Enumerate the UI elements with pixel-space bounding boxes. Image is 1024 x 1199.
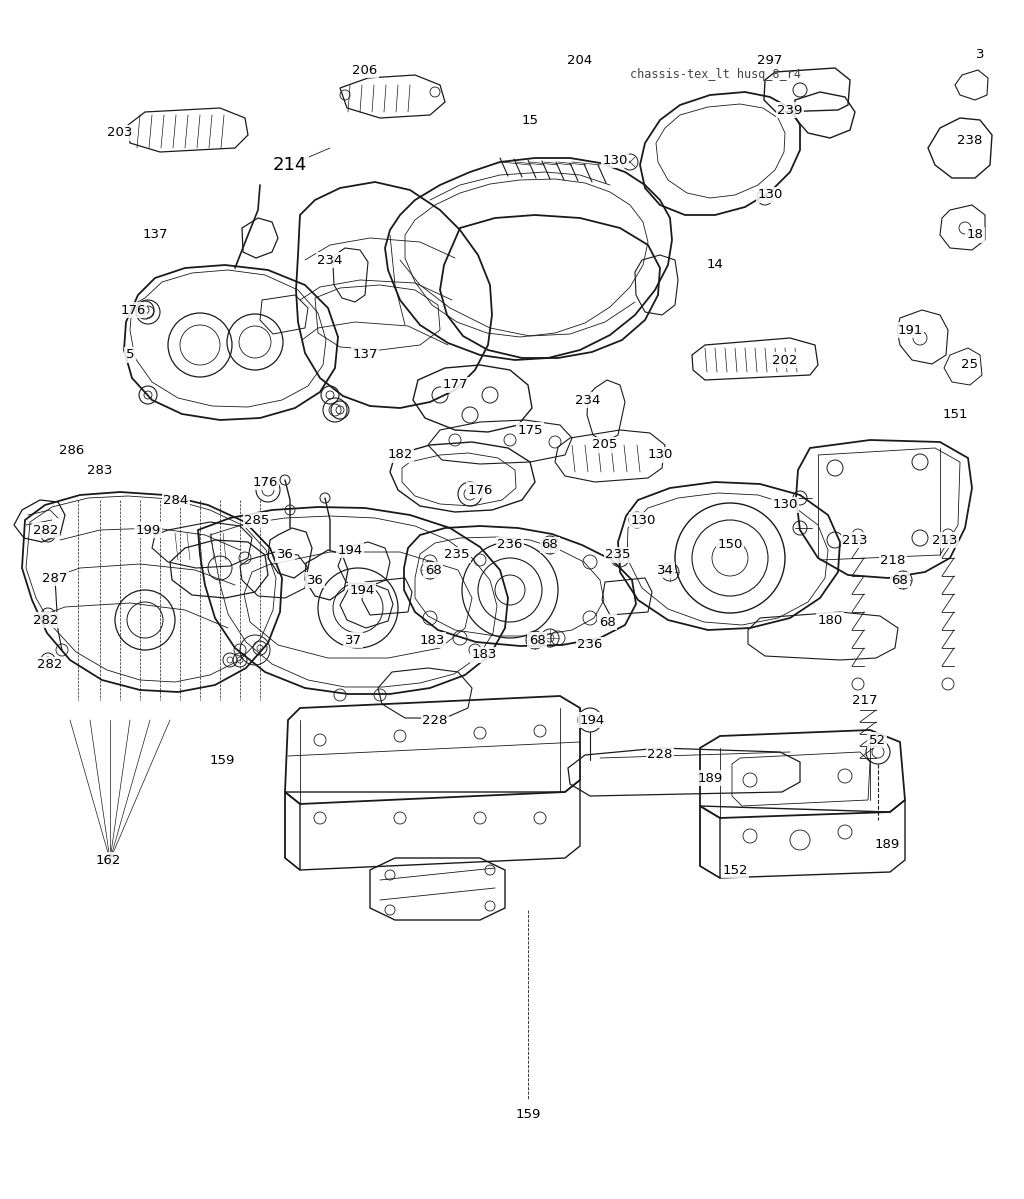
Text: 176: 176 [120,303,145,317]
Text: 3: 3 [976,48,984,61]
Text: 217: 217 [852,693,878,706]
Text: 203: 203 [108,127,133,139]
Text: 297: 297 [758,54,782,66]
Text: 130: 130 [602,153,628,167]
Text: 199: 199 [135,524,161,536]
Text: 68: 68 [599,615,615,628]
Text: 218: 218 [881,554,905,566]
Text: 152: 152 [722,863,748,876]
Text: 176: 176 [467,483,493,496]
Text: 130: 130 [647,448,673,462]
Text: 282: 282 [37,658,62,671]
Text: 282: 282 [34,524,58,536]
Text: 130: 130 [758,188,782,201]
Text: 287: 287 [42,572,68,584]
Text: 177: 177 [442,379,468,392]
Text: 282: 282 [34,614,58,627]
Text: 137: 137 [352,349,378,362]
Text: 5: 5 [126,349,134,362]
Text: 150: 150 [718,538,742,552]
Text: 239: 239 [777,103,803,116]
Text: 235: 235 [605,548,631,561]
Text: 284: 284 [164,494,188,506]
Text: 205: 205 [592,439,617,452]
Text: 130: 130 [772,499,798,512]
Text: 235: 235 [444,548,470,561]
Text: 34: 34 [656,564,674,577]
Text: 228: 228 [422,713,447,727]
Text: 183: 183 [471,649,497,662]
Text: 236: 236 [498,538,522,552]
Text: 234: 234 [317,253,343,266]
Text: 15: 15 [521,114,539,127]
Text: 18: 18 [967,229,983,241]
Text: chassis-tex_lt husq_8_r4: chassis-tex_lt husq_8_r4 [630,68,801,80]
Text: 238: 238 [957,133,983,146]
Text: 206: 206 [352,64,378,77]
Text: 159: 159 [209,753,234,766]
Text: 189: 189 [874,838,900,851]
Text: 151: 151 [942,409,968,422]
Text: 202: 202 [772,354,798,367]
Text: 228: 228 [647,748,673,761]
Text: 189: 189 [697,771,723,784]
Text: 25: 25 [962,359,979,372]
Text: 68: 68 [528,633,546,646]
Text: 234: 234 [575,393,601,406]
Text: 36: 36 [276,548,294,561]
Text: 214: 214 [272,156,307,174]
Text: 213: 213 [932,534,957,547]
Text: 36: 36 [306,573,324,586]
Text: 175: 175 [517,423,543,436]
Text: 213: 213 [843,534,867,547]
Text: 180: 180 [817,614,843,627]
Text: 194: 194 [349,584,375,596]
Text: 14: 14 [707,259,723,271]
Text: 194: 194 [580,713,604,727]
Text: 183: 183 [419,633,444,646]
Text: 286: 286 [59,444,85,457]
Text: 37: 37 [344,633,361,646]
Text: 68: 68 [892,573,908,586]
Text: 52: 52 [868,734,886,747]
Text: 283: 283 [87,464,113,476]
Text: 130: 130 [631,513,655,526]
Text: 137: 137 [142,229,168,241]
Text: 162: 162 [95,854,121,867]
Text: 182: 182 [387,448,413,462]
Text: 68: 68 [425,564,441,577]
Text: 236: 236 [578,639,603,651]
Text: 194: 194 [337,543,362,556]
Text: 68: 68 [542,538,558,552]
Text: 176: 176 [252,476,278,488]
Text: 285: 285 [245,513,269,526]
Text: 159: 159 [515,1109,541,1121]
Text: 204: 204 [567,54,593,66]
Text: 191: 191 [897,324,923,337]
